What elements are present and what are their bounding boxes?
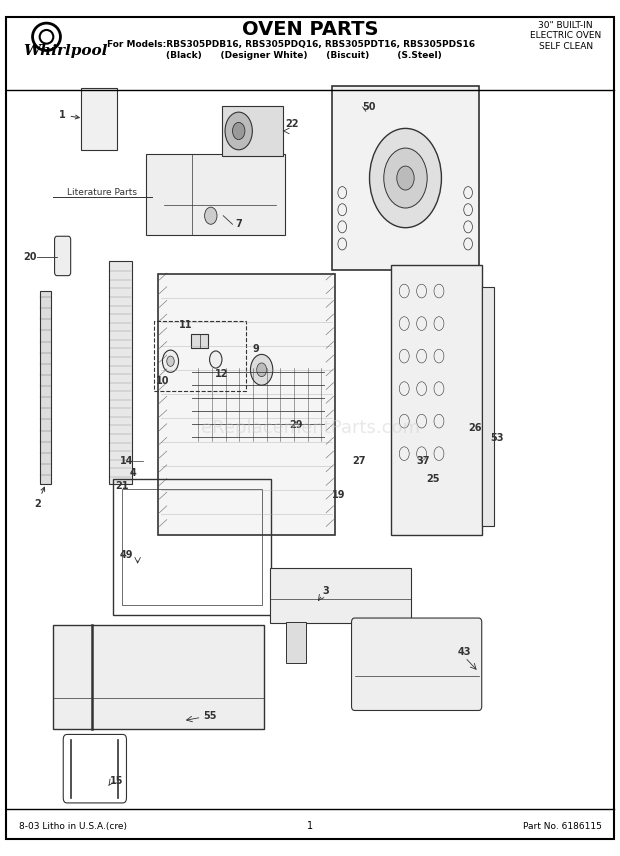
Bar bbox=[81, 88, 117, 150]
FancyBboxPatch shape bbox=[286, 622, 306, 663]
Circle shape bbox=[162, 350, 179, 372]
Text: 15: 15 bbox=[110, 776, 124, 786]
FancyBboxPatch shape bbox=[55, 236, 71, 276]
Bar bbox=[113, 479, 271, 615]
Text: 4: 4 bbox=[130, 467, 136, 478]
Text: 7: 7 bbox=[236, 219, 242, 229]
Circle shape bbox=[397, 166, 414, 190]
Bar bbox=[332, 86, 479, 270]
Text: 9: 9 bbox=[253, 344, 259, 354]
Text: 53: 53 bbox=[490, 433, 503, 443]
Text: 37: 37 bbox=[417, 455, 430, 466]
Bar bbox=[146, 154, 285, 235]
Circle shape bbox=[210, 351, 222, 368]
Text: 29: 29 bbox=[290, 420, 303, 431]
Text: Part No. 6186115: Part No. 6186115 bbox=[523, 822, 601, 830]
Text: 14: 14 bbox=[120, 455, 133, 466]
Text: 27: 27 bbox=[352, 455, 366, 466]
Circle shape bbox=[225, 112, 252, 150]
Text: 11: 11 bbox=[179, 320, 193, 330]
Bar bbox=[108, 261, 132, 484]
Text: 2: 2 bbox=[34, 487, 45, 508]
Text: 20: 20 bbox=[24, 252, 37, 262]
Bar bbox=[222, 106, 283, 156]
Text: 22: 22 bbox=[285, 119, 299, 129]
Circle shape bbox=[250, 354, 273, 385]
Circle shape bbox=[257, 363, 267, 377]
Bar bbox=[391, 265, 482, 535]
Text: 21: 21 bbox=[115, 481, 129, 491]
Text: Whirlpool: Whirlpool bbox=[24, 45, 108, 58]
Text: 8-03 Litho in U.S.A.(cre): 8-03 Litho in U.S.A.(cre) bbox=[19, 822, 126, 830]
Text: OVEN PARTS: OVEN PARTS bbox=[242, 21, 378, 39]
Text: eReplacementParts.com: eReplacementParts.com bbox=[200, 419, 420, 437]
Circle shape bbox=[384, 148, 427, 208]
Text: 1: 1 bbox=[59, 110, 79, 120]
Text: 43: 43 bbox=[458, 647, 471, 657]
Text: 19: 19 bbox=[332, 490, 345, 500]
Text: 10: 10 bbox=[156, 376, 169, 386]
FancyBboxPatch shape bbox=[352, 618, 482, 710]
Text: 3: 3 bbox=[322, 586, 329, 596]
Bar bbox=[270, 568, 411, 623]
Bar bbox=[122, 489, 262, 605]
Text: (Black)      (Designer White)      (Biscuit)         (S.Steel): (Black) (Designer White) (Biscuit) (S.St… bbox=[141, 51, 442, 60]
Circle shape bbox=[370, 128, 441, 228]
Circle shape bbox=[232, 122, 245, 140]
Text: 1: 1 bbox=[307, 821, 313, 831]
Bar bbox=[53, 625, 264, 729]
Text: 30" BUILT-IN
ELECTRIC OVEN
SELF CLEAN: 30" BUILT-IN ELECTRIC OVEN SELF CLEAN bbox=[530, 21, 601, 51]
Text: 50: 50 bbox=[363, 102, 376, 112]
Text: 25: 25 bbox=[427, 474, 440, 484]
Bar bbox=[191, 334, 208, 348]
Bar bbox=[40, 291, 51, 484]
Bar bbox=[482, 287, 494, 526]
Bar bbox=[158, 274, 335, 535]
Text: 55: 55 bbox=[203, 710, 216, 721]
Text: Literature Parts: Literature Parts bbox=[68, 188, 137, 197]
Text: 12: 12 bbox=[215, 369, 229, 379]
Bar bbox=[154, 321, 246, 391]
Circle shape bbox=[167, 356, 174, 366]
Text: 49: 49 bbox=[120, 550, 133, 560]
Text: 26: 26 bbox=[468, 423, 482, 433]
Text: For Models:RBS305PDB16, RBS305PDQ16, RBS305PDT16, RBS305PDS16: For Models:RBS305PDB16, RBS305PDQ16, RBS… bbox=[107, 40, 476, 49]
Circle shape bbox=[205, 207, 217, 224]
